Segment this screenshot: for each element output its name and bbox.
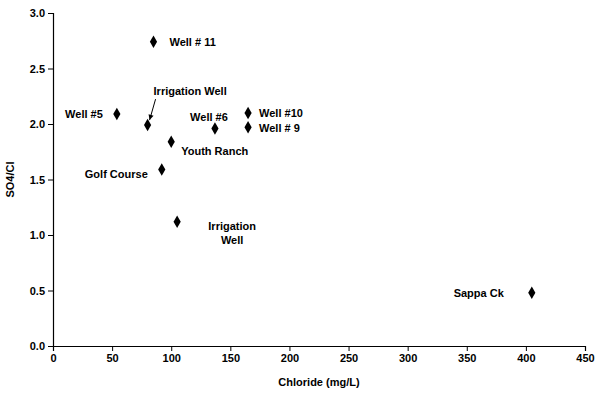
tick-label: 300	[399, 352, 417, 364]
tick: 250	[340, 346, 358, 364]
tick-mark	[289, 346, 290, 351]
tick-label: 3.0	[30, 7, 45, 19]
tick-mark	[48, 346, 53, 347]
axis-line	[48, 14, 54, 347]
point	[144, 119, 151, 131]
point-label: Youth Ranch	[181, 145, 248, 157]
tick-label: 2.0	[30, 118, 45, 130]
tick-mark	[48, 13, 53, 14]
point-label: Well #5	[65, 108, 103, 120]
axis-line	[54, 347, 586, 352]
tick-mark	[585, 346, 586, 351]
tick-label: 0.0	[30, 340, 45, 352]
tick: 2.0	[30, 118, 53, 130]
tick: 200	[281, 346, 299, 364]
point	[158, 163, 165, 175]
tick: 400	[517, 346, 535, 364]
tick-label: 150	[222, 352, 240, 364]
tick: 1.0	[30, 229, 53, 241]
x-axis: 0 50 100 150 200 250 300 350 400 450	[50, 346, 594, 364]
point-label: Well #10	[259, 107, 303, 119]
tick: 350	[458, 346, 476, 364]
point-label: Irrigation Well	[154, 85, 227, 97]
point-label: Well # 9	[259, 122, 300, 134]
tick-label: 450	[576, 352, 594, 364]
point	[174, 215, 181, 227]
points	[113, 36, 535, 299]
tick: 450	[576, 346, 594, 364]
tick-mark	[48, 180, 53, 181]
tick-label: 1.0	[30, 229, 45, 241]
tick-label: 100	[163, 352, 181, 364]
point-label: Well # 11	[169, 36, 215, 48]
point-label: IrrigationWell	[208, 220, 256, 246]
y-axis: 0.0 0.5 1.0 1.5 2.0 2.5 3.0	[30, 7, 54, 352]
tick-label: 350	[458, 352, 476, 364]
tick-mark	[112, 346, 113, 351]
tick: 0.5	[30, 285, 53, 297]
tick-mark	[48, 291, 53, 292]
tick-label: 50	[106, 352, 118, 364]
plot: 0 50 100 150 200 250 300 350 400 450 0.0 0.5 1.0 1.5 2…	[30, 7, 595, 364]
tick-label: 400	[517, 352, 535, 364]
tick-mark	[467, 346, 468, 351]
tick-mark	[171, 346, 172, 351]
point	[168, 136, 175, 148]
arrow-head	[149, 114, 154, 120]
tick-mark	[230, 346, 231, 351]
point-label: Golf Course	[85, 168, 148, 180]
tick-mark	[48, 235, 53, 236]
tick-mark	[408, 346, 409, 351]
point	[211, 122, 218, 134]
tick-label: 1.5	[30, 174, 45, 186]
tick-label: 0.5	[30, 285, 45, 297]
point	[244, 121, 251, 133]
point	[244, 107, 251, 119]
tick-label: 250	[340, 352, 358, 364]
point	[113, 108, 120, 120]
tick: 300	[399, 346, 417, 364]
tick: 3.0	[30, 7, 53, 19]
chart: 0 50 100 150 200 250 300 350 400 450 0.0 0.5 1.0 1.5 2…	[0, 0, 600, 400]
point	[150, 36, 157, 48]
tick-mark	[526, 346, 527, 351]
point-label: Sappa Ck	[454, 287, 505, 299]
tick: 2.5	[30, 63, 53, 75]
y-axis-title: SO4/Cl	[4, 161, 16, 197]
tick-mark	[349, 346, 350, 351]
point-label: Well #6	[190, 111, 228, 123]
tick: 0	[50, 346, 56, 364]
tick-mark	[48, 69, 53, 70]
tick-label: 200	[281, 352, 299, 364]
tick: 150	[222, 346, 240, 364]
tick: 100	[163, 346, 181, 364]
tick-mark	[48, 124, 53, 125]
tick: 50	[106, 346, 118, 364]
tick-label: 2.5	[30, 63, 45, 75]
x-axis-title: Chloride (mg/L)	[278, 376, 360, 388]
tick: 1.5	[30, 174, 53, 186]
tick: 0.0	[30, 340, 53, 352]
point-labels: Well #5 Irrigation Well Well # 11 Youth Ran…	[65, 36, 505, 299]
point	[528, 286, 535, 298]
tick-label: 0	[50, 352, 56, 364]
